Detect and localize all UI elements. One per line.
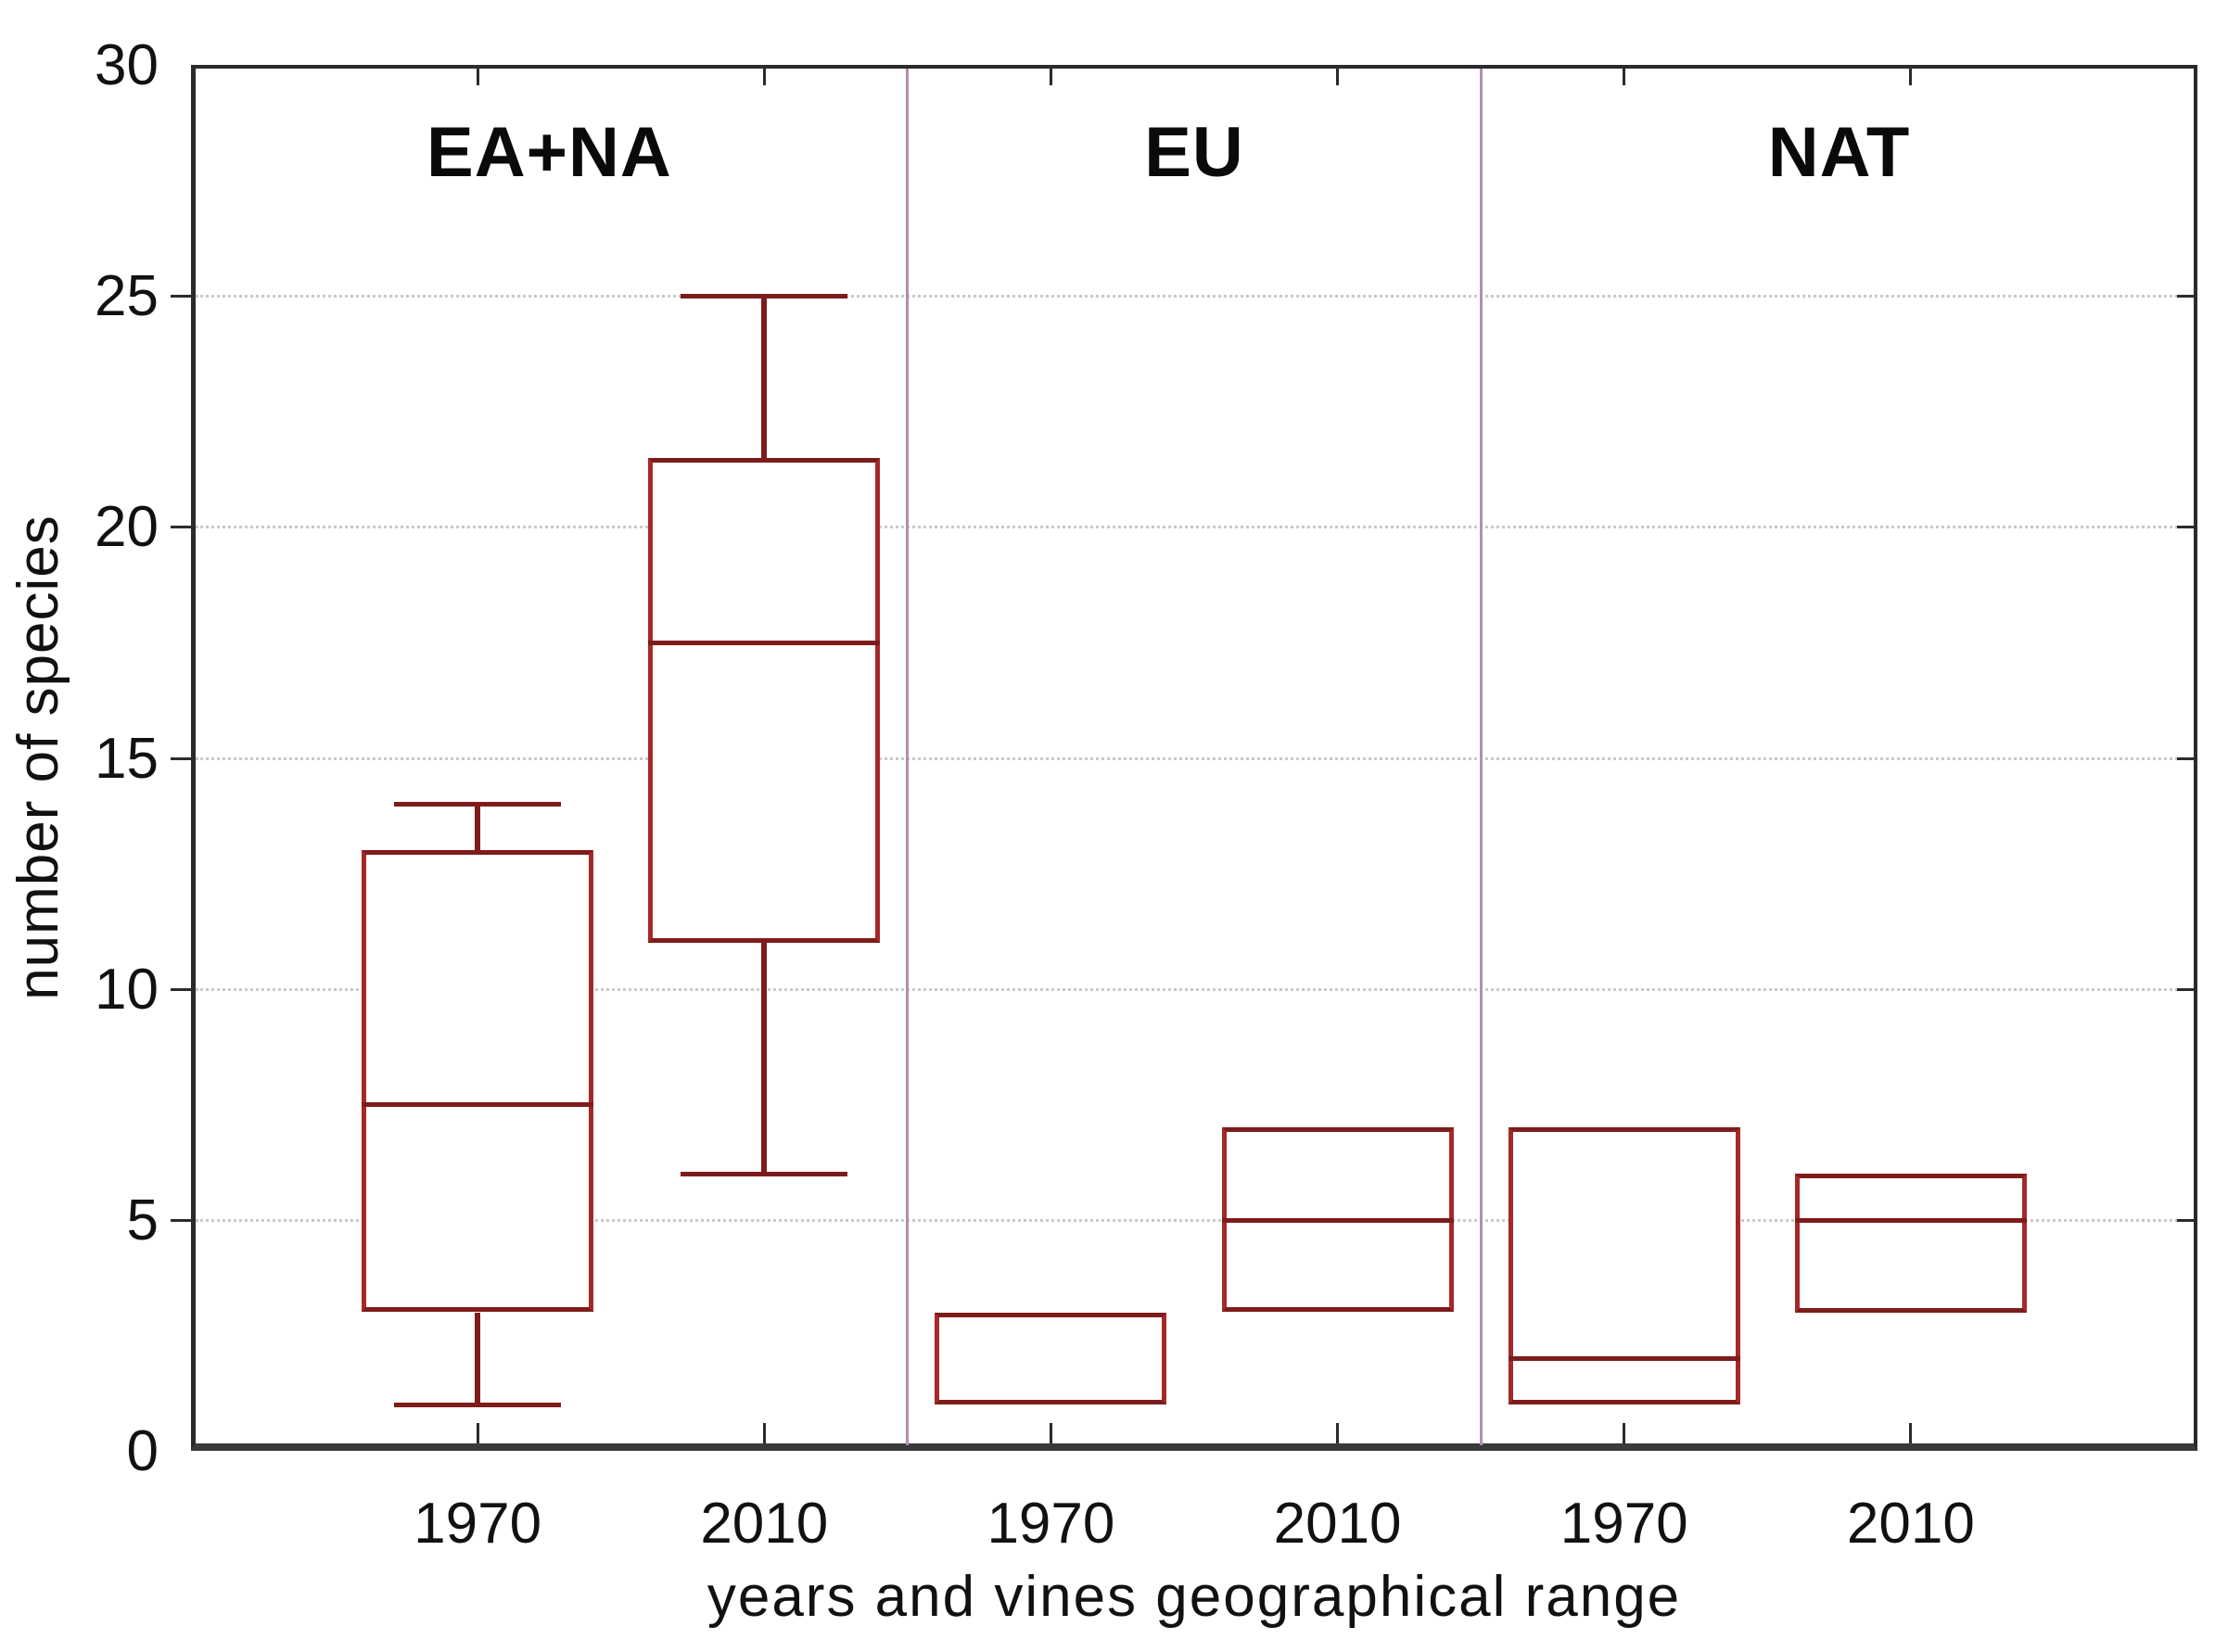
y-tick-label: 30 [95, 33, 159, 97]
y-tick-right [2177, 1218, 2194, 1222]
y-tick [171, 295, 191, 299]
x-tick-label: 1970 [414, 1492, 542, 1556]
box-median [1221, 1217, 1454, 1223]
x-tick [1336, 1423, 1340, 1443]
whisker-stem-lower [761, 942, 768, 1174]
whisker-cap-upper [394, 802, 562, 807]
box-rect [935, 1312, 1167, 1405]
whisker-stem-upper [475, 804, 481, 851]
x-tick-top [1909, 69, 1913, 85]
box-median [362, 1102, 594, 1108]
y-tick [171, 526, 191, 529]
x-tick-label: 2010 [700, 1492, 829, 1556]
y-tick-label: 0 [126, 1419, 159, 1483]
box-rect [1794, 1174, 2027, 1313]
y-tick-label: 25 [95, 264, 159, 329]
gridline [196, 987, 2194, 991]
panel-label-EU: EU [1144, 113, 1244, 192]
y-tick-right [2177, 295, 2194, 299]
y-tick [171, 987, 191, 991]
y-tick-right [2177, 987, 2194, 991]
x-tick-top [1049, 69, 1052, 85]
x-tick-label: 2010 [1846, 1492, 1975, 1556]
x-tick [1049, 1423, 1052, 1443]
x-tick [1909, 1423, 1913, 1443]
gridline [196, 756, 2194, 760]
x-tick-top [762, 69, 766, 85]
panel-label-NAT: NAT [1767, 113, 1911, 192]
y-tick-label: 20 [95, 495, 159, 560]
x-tick [1623, 1423, 1626, 1443]
whisker-stem-lower [475, 1312, 481, 1405]
x-tick-top [1336, 69, 1340, 85]
x-tick-label: 1970 [1560, 1492, 1688, 1556]
gridline [196, 526, 2194, 529]
box-rect [362, 850, 594, 1313]
whisker-stem-upper [761, 296, 768, 458]
panel-separator [1479, 69, 1483, 1445]
y-tick [171, 756, 191, 760]
box-rect [1508, 1127, 1740, 1405]
y-tick-label: 5 [126, 1188, 159, 1252]
box-median [1508, 1356, 1740, 1362]
x-tick-top [476, 69, 479, 85]
gridline [196, 295, 2194, 299]
panel-separator [906, 69, 910, 1445]
y-tick-label: 15 [95, 726, 159, 791]
x-tick-top [1623, 69, 1626, 85]
whisker-cap-upper [681, 294, 848, 299]
x-tick-label: 1970 [987, 1492, 1115, 1556]
box-rect [648, 457, 881, 943]
box-median [1794, 1217, 2027, 1223]
gridline [196, 1218, 2194, 1222]
box-median [648, 640, 881, 645]
y-tick-right [2177, 526, 2194, 529]
x-axis-title: years and vines geographical range [707, 1565, 1682, 1629]
panel-label-EA+NA: EA+NA [427, 113, 672, 192]
y-tick-label: 10 [95, 957, 159, 1022]
x-tick-label: 2010 [1273, 1492, 1402, 1556]
x-tick [476, 1423, 479, 1443]
whisker-cap-lower [394, 1403, 562, 1408]
x-tick [762, 1423, 766, 1443]
y-tick-right [2177, 756, 2194, 760]
y-tick [171, 1218, 191, 1222]
whisker-cap-lower [681, 1172, 848, 1176]
